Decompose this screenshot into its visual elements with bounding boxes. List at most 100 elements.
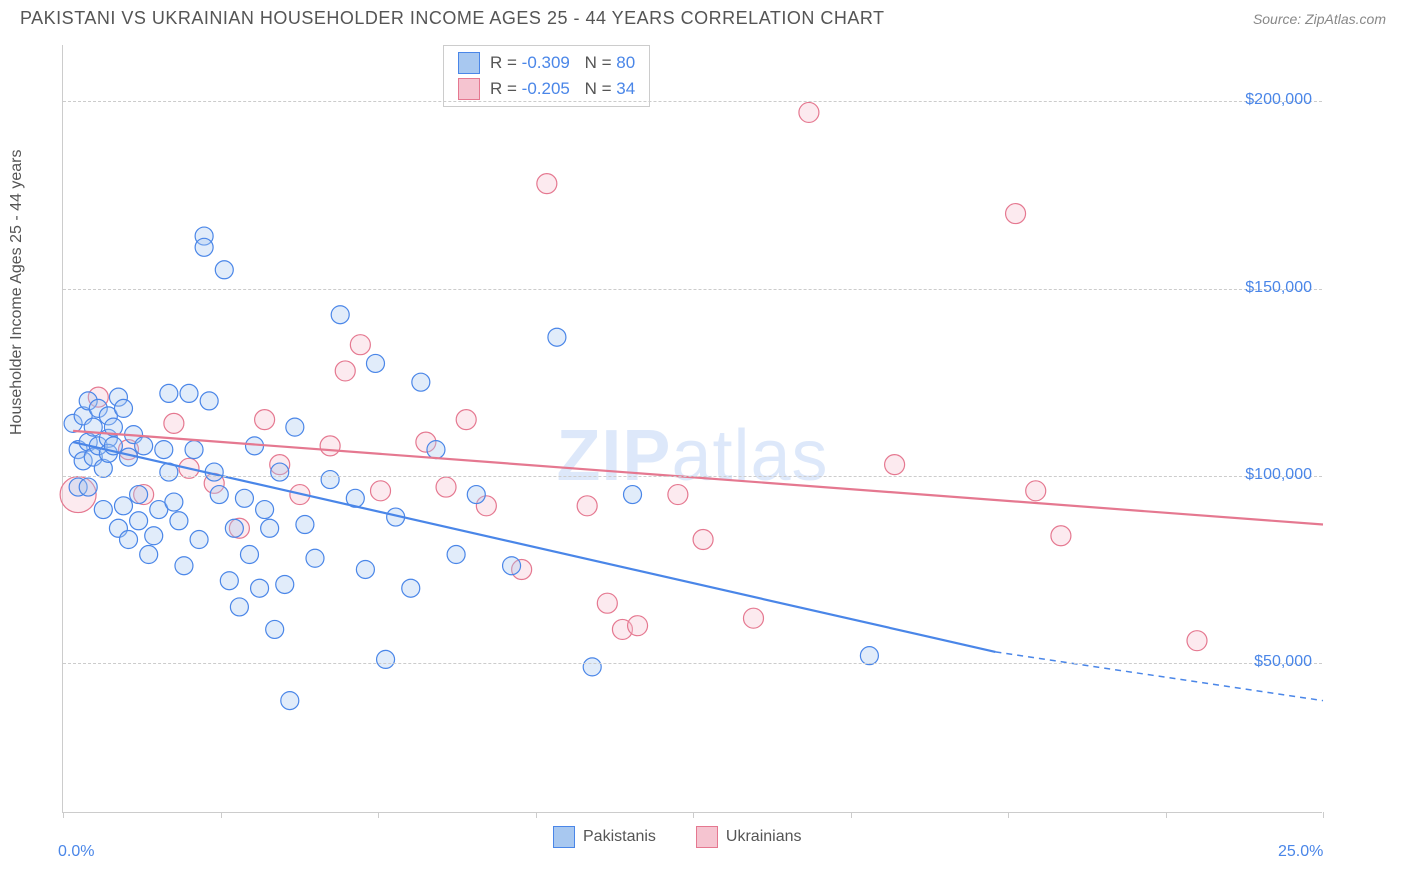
x-tick xyxy=(1323,812,1324,818)
data-point-pakistanis xyxy=(155,441,173,459)
data-point-pakistanis xyxy=(503,557,521,575)
grid-line xyxy=(63,476,1322,477)
data-point-pakistanis xyxy=(195,238,213,256)
x-tick xyxy=(63,812,64,818)
legend-label-ukrainians: Ukrainians xyxy=(726,828,802,846)
legend-item-ukrainians: Ukrainians xyxy=(696,826,802,848)
x-tick xyxy=(1008,812,1009,818)
data-point-pakistanis xyxy=(860,647,878,665)
y-tick-label: $50,000 xyxy=(1254,653,1312,671)
data-point-ukrainians xyxy=(1187,631,1207,651)
data-point-pakistanis xyxy=(548,328,566,346)
data-point-ukrainians xyxy=(1006,204,1026,224)
plot-svg xyxy=(63,45,1322,812)
data-point-pakistanis xyxy=(140,546,158,564)
stats-legend-box: R = -0.309 N = 80 R = -0.205 N = 34 xyxy=(443,45,650,107)
data-point-pakistanis xyxy=(145,527,163,545)
data-point-ukrainians xyxy=(1026,481,1046,501)
x-tick xyxy=(221,812,222,818)
chart-title: PAKISTANI VS UKRAINIAN HOUSEHOLDER INCOM… xyxy=(20,8,885,29)
data-point-pakistanis xyxy=(331,306,349,324)
y-tick-label: $200,000 xyxy=(1245,91,1312,109)
data-point-pakistanis xyxy=(256,501,274,519)
y-tick-label: $150,000 xyxy=(1245,279,1312,297)
data-point-pakistanis xyxy=(286,418,304,436)
data-point-pakistanis xyxy=(170,512,188,530)
data-point-pakistanis xyxy=(79,478,97,496)
data-point-ukrainians xyxy=(320,436,340,456)
data-point-pakistanis xyxy=(114,399,132,417)
stats-row-ukrainians: R = -0.205 N = 34 xyxy=(458,76,635,102)
data-point-pakistanis xyxy=(114,497,132,515)
data-point-ukrainians xyxy=(597,593,617,613)
data-point-pakistanis xyxy=(215,261,233,279)
swatch-pakistanis xyxy=(458,52,480,74)
x-tick xyxy=(378,812,379,818)
trend-line-pakistanis xyxy=(73,442,995,652)
x-tick xyxy=(851,812,852,818)
data-point-pakistanis xyxy=(447,546,465,564)
swatch-ukrainians-icon xyxy=(696,826,718,848)
data-point-pakistanis xyxy=(366,354,384,372)
data-point-pakistanis xyxy=(94,501,112,519)
chart-header: PAKISTANI VS UKRAINIAN HOUSEHOLDER INCOM… xyxy=(0,0,1406,35)
grid-line xyxy=(63,663,1322,664)
data-point-pakistanis xyxy=(160,384,178,402)
x-tick xyxy=(693,812,694,818)
data-point-ukrainians xyxy=(885,455,905,475)
data-point-pakistanis xyxy=(624,486,642,504)
legend-item-pakistanis: Pakistanis xyxy=(553,826,656,848)
data-point-ukrainians xyxy=(436,477,456,497)
data-point-pakistanis xyxy=(356,560,374,578)
data-point-pakistanis xyxy=(306,549,324,567)
data-point-pakistanis xyxy=(220,572,238,590)
data-point-pakistanis xyxy=(175,557,193,575)
data-point-pakistanis xyxy=(165,493,183,511)
data-point-ukrainians xyxy=(628,616,648,636)
data-point-ukrainians xyxy=(537,174,557,194)
data-point-pakistanis xyxy=(230,598,248,616)
data-point-ukrainians xyxy=(799,102,819,122)
data-point-pakistanis xyxy=(276,575,294,593)
data-point-pakistanis xyxy=(200,392,218,410)
x-tick xyxy=(1166,812,1167,818)
plot-box: ZIPatlas R = -0.309 N = 80 R = -0.205 N … xyxy=(62,45,1322,813)
data-point-pakistanis xyxy=(130,512,148,530)
data-point-ukrainians xyxy=(350,335,370,355)
data-point-pakistanis xyxy=(210,486,228,504)
data-point-pakistanis xyxy=(240,546,258,564)
chart-area: Householder Income Ages 25 - 44 years ZI… xyxy=(0,35,1406,887)
data-point-pakistanis xyxy=(180,384,198,402)
data-point-pakistanis xyxy=(402,579,420,597)
data-point-pakistanis xyxy=(412,373,430,391)
stats-row-pakistanis: R = -0.309 N = 80 xyxy=(458,50,635,76)
data-point-pakistanis xyxy=(235,489,253,507)
data-point-pakistanis xyxy=(225,519,243,537)
data-point-ukrainians xyxy=(335,361,355,381)
data-point-pakistanis xyxy=(427,441,445,459)
data-point-pakistanis xyxy=(261,519,279,537)
swatch-pakistanis-icon xyxy=(553,826,575,848)
data-point-pakistanis xyxy=(185,441,203,459)
swatch-ukrainians xyxy=(458,78,480,100)
data-point-pakistanis xyxy=(296,516,314,534)
x-tick-label-min: 0.0% xyxy=(58,843,94,861)
y-axis-label: Householder Income Ages 25 - 44 years xyxy=(8,150,26,436)
data-point-ukrainians xyxy=(164,413,184,433)
data-point-pakistanis xyxy=(266,620,284,638)
grid-line xyxy=(63,289,1322,290)
data-point-pakistanis xyxy=(271,463,289,481)
data-point-ukrainians xyxy=(693,530,713,550)
data-point-pakistanis xyxy=(130,486,148,504)
data-point-pakistanis xyxy=(377,650,395,668)
data-point-pakistanis xyxy=(583,658,601,676)
legend-bottom: Pakistanis Ukrainians xyxy=(553,826,802,848)
data-point-ukrainians xyxy=(456,410,476,430)
data-point-pakistanis xyxy=(251,579,269,597)
chart-source: Source: ZipAtlas.com xyxy=(1253,11,1386,27)
data-point-pakistanis xyxy=(467,486,485,504)
data-point-pakistanis xyxy=(120,531,138,549)
data-point-pakistanis xyxy=(190,531,208,549)
data-point-pakistanis xyxy=(281,692,299,710)
data-point-ukrainians xyxy=(1051,526,1071,546)
